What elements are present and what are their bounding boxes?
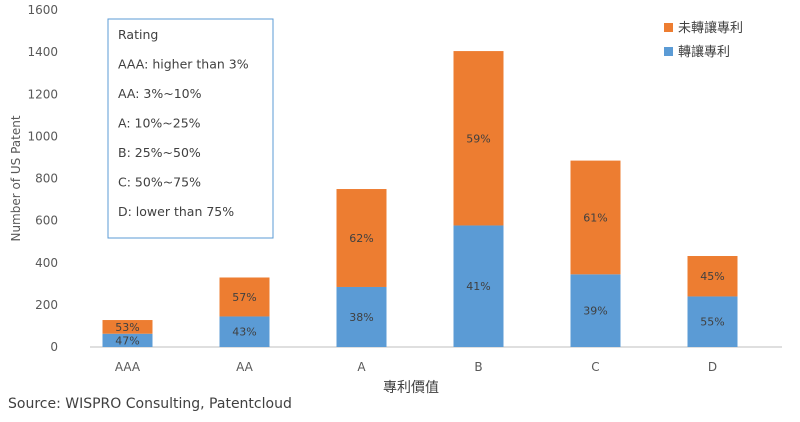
x-tick-label: D: [708, 360, 717, 374]
bar-segment: [453, 225, 504, 347]
bars-layer: [102, 51, 738, 347]
x-axis-title: 專利價值: [383, 379, 439, 396]
y-tick-label: 800: [35, 172, 58, 186]
annotation-line: Rating: [118, 27, 158, 42]
annotation-line: C: 50%~75%: [118, 175, 201, 190]
labels-layer: 47% 43% 38% 41% 39% 55% 53% 57% 62% 59% 61% 45%: [115, 132, 724, 347]
data-label: 61%: [583, 211, 607, 224]
bar-segment: [336, 189, 387, 287]
data-label: 62%: [349, 232, 373, 245]
source-caption: Source: WISPRO Consulting, Patentcloud: [8, 396, 292, 412]
y-tick-label: 1400: [27, 45, 58, 59]
bar-segment: [687, 296, 738, 347]
legend-swatch: [664, 47, 673, 56]
annotation-box-frame: [107, 18, 274, 239]
y-tick-label: 1000: [27, 129, 58, 143]
y-tick-label: 1200: [27, 87, 58, 101]
y-tick-label: 400: [35, 256, 58, 270]
y-tick-label: 0: [50, 340, 58, 354]
x-tick-label: A: [357, 360, 366, 374]
y-tick-label: 600: [35, 214, 58, 228]
data-label: 43%: [232, 326, 256, 339]
annotation-line: AA: 3%~10%: [118, 86, 202, 101]
y-tick-label: 200: [35, 298, 58, 312]
x-tick-label: AAA: [115, 360, 141, 374]
x-tick-label: B: [474, 360, 482, 374]
data-label: 47%: [115, 334, 139, 347]
axes-layer: 0 200 400 600 800 1000 1200 1400 1600 Number of U…: [9, 3, 782, 396]
bar-segment: [570, 274, 621, 347]
data-label: 45%: [700, 270, 724, 283]
legend-label: 轉讓專利: [678, 44, 730, 60]
data-label: 38%: [349, 311, 373, 324]
data-label: 59%: [466, 132, 490, 145]
legend-label: 未轉讓專利: [678, 20, 743, 36]
bar-segment: [453, 51, 504, 226]
x-tick-label: C: [591, 360, 599, 374]
bar-segment: [219, 277, 270, 317]
bar-segment: [102, 320, 153, 334]
annotation-line: B: 25%~50%: [118, 145, 201, 160]
annotation-line: A: 10%~25%: [118, 116, 201, 131]
y-tick-label: 1600: [27, 3, 58, 17]
data-label: 41%: [466, 280, 490, 293]
y-axis-title: Number of US Patent: [9, 115, 23, 241]
data-label: 57%: [232, 291, 256, 304]
data-label: 39%: [583, 305, 607, 318]
data-label: 53%: [115, 321, 139, 334]
bar-segment: [102, 333, 153, 347]
bar-segment: [687, 256, 738, 297]
bar-segment: [336, 286, 387, 347]
rating-annotation-box: Rating AAA: higher than 3% AA: 3%~10% A: 10…: [107, 18, 274, 239]
bar-segment: [219, 316, 270, 347]
x-tick-label: AA: [236, 360, 254, 374]
legend-swatch: [664, 23, 673, 32]
bar-segment: [570, 160, 621, 275]
data-label: 55%: [700, 316, 724, 329]
annotation-line: AAA: higher than 3%: [118, 57, 249, 72]
annotation-line: D: lower than 75%: [118, 204, 234, 219]
